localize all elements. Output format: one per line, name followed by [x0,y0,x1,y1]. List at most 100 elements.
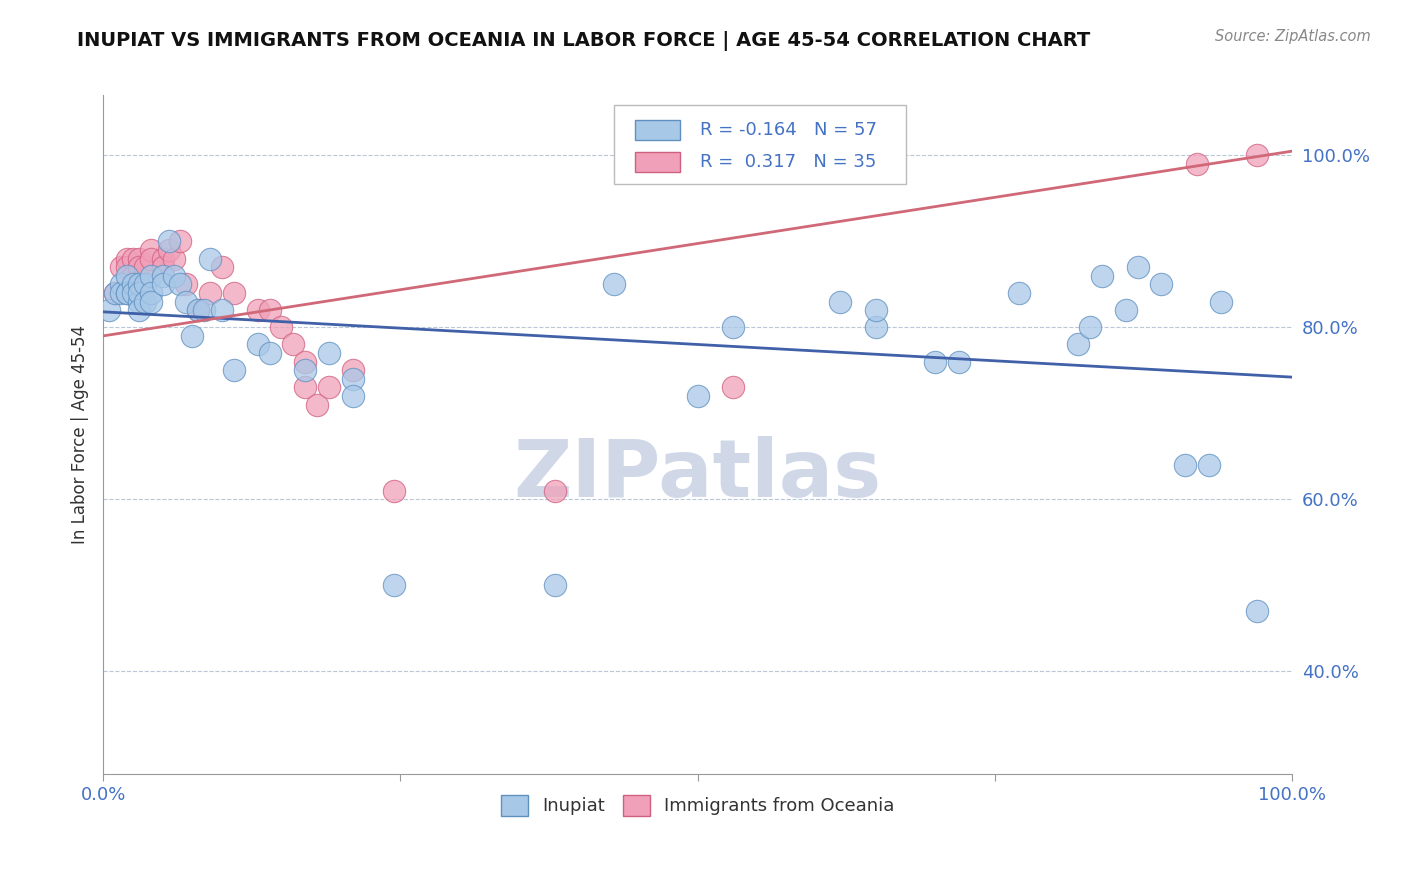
Point [163,268,186,283]
Point [686,389,709,403]
Point [924,354,946,368]
Point [318,380,340,394]
Point [1067,337,1090,351]
Text: R =  0.317   N = 35: R = 0.317 N = 35 [700,153,876,171]
Point [1185,157,1208,171]
Point [544,483,567,498]
Point [211,303,233,318]
Legend: Inupiat, Immigrants from Oceania: Inupiat, Immigrants from Oceania [494,788,903,822]
Point [294,354,316,368]
Point [139,285,162,300]
Point [603,277,626,292]
Point [128,303,150,318]
Point [176,294,198,309]
Point [121,285,143,300]
Point [1115,303,1137,318]
Point [139,252,162,266]
Point [211,260,233,274]
Point [1091,268,1114,283]
Point [98,303,121,318]
Point [222,363,245,377]
Point [115,268,138,283]
Point [1150,277,1173,292]
Point [1174,458,1197,472]
Point [723,380,745,394]
Point [115,285,138,300]
Point [1246,604,1268,618]
Point [283,337,305,351]
Point [157,243,180,257]
Text: ZIPatlas: ZIPatlas [513,436,882,515]
Text: INUPIAT VS IMMIGRANTS FROM OCEANIA IN LABOR FORCE | AGE 45-54 CORRELATION CHART: INUPIAT VS IMMIGRANTS FROM OCEANIA IN LA… [77,31,1091,51]
Point [134,294,156,309]
Point [128,285,150,300]
Point [1198,458,1220,472]
Point [1246,148,1268,162]
Point [198,285,221,300]
Point [115,260,138,274]
Point [193,303,215,318]
Point [342,372,364,386]
Point [139,268,162,283]
Point [121,252,143,266]
Point [134,260,156,274]
Point [128,252,150,266]
FancyBboxPatch shape [634,120,681,140]
Point [222,285,245,300]
Point [187,303,209,318]
Point [259,346,281,360]
Y-axis label: In Labor Force | Age 45-54: In Labor Force | Age 45-54 [72,326,89,544]
Point [134,277,156,292]
Point [121,268,143,283]
Point [110,277,132,292]
Point [110,285,132,300]
Point [294,380,316,394]
Point [152,260,174,274]
Point [246,337,269,351]
Point [723,320,745,334]
Point [104,285,127,300]
Point [1008,285,1031,300]
Point [544,578,567,592]
Point [948,354,970,368]
Point [152,252,174,266]
Point [865,303,887,318]
Point [187,303,209,318]
FancyBboxPatch shape [614,105,905,184]
Point [342,363,364,377]
Point [307,398,329,412]
FancyBboxPatch shape [634,153,681,172]
Point [246,303,269,318]
Point [128,294,150,309]
Point [121,277,143,292]
Point [181,329,204,343]
Point [163,252,186,266]
Point [169,235,191,249]
Point [157,235,180,249]
Point [830,294,852,309]
Text: R = -0.164   N = 57: R = -0.164 N = 57 [700,121,877,139]
Point [318,346,340,360]
Point [139,243,162,257]
Point [384,578,406,592]
Point [1209,294,1232,309]
Point [294,363,316,377]
Point [176,277,198,292]
Point [139,294,162,309]
Point [865,320,887,334]
Point [128,277,150,292]
Point [115,252,138,266]
Point [169,277,191,292]
Point [110,260,132,274]
Text: Source: ZipAtlas.com: Source: ZipAtlas.com [1215,29,1371,44]
Point [128,260,150,274]
Point [152,277,174,292]
Point [1126,260,1149,274]
Point [115,285,138,300]
Point [104,285,127,300]
Point [152,268,174,283]
Point [342,389,364,403]
Point [1078,320,1101,334]
Point [270,320,292,334]
Point [198,252,221,266]
